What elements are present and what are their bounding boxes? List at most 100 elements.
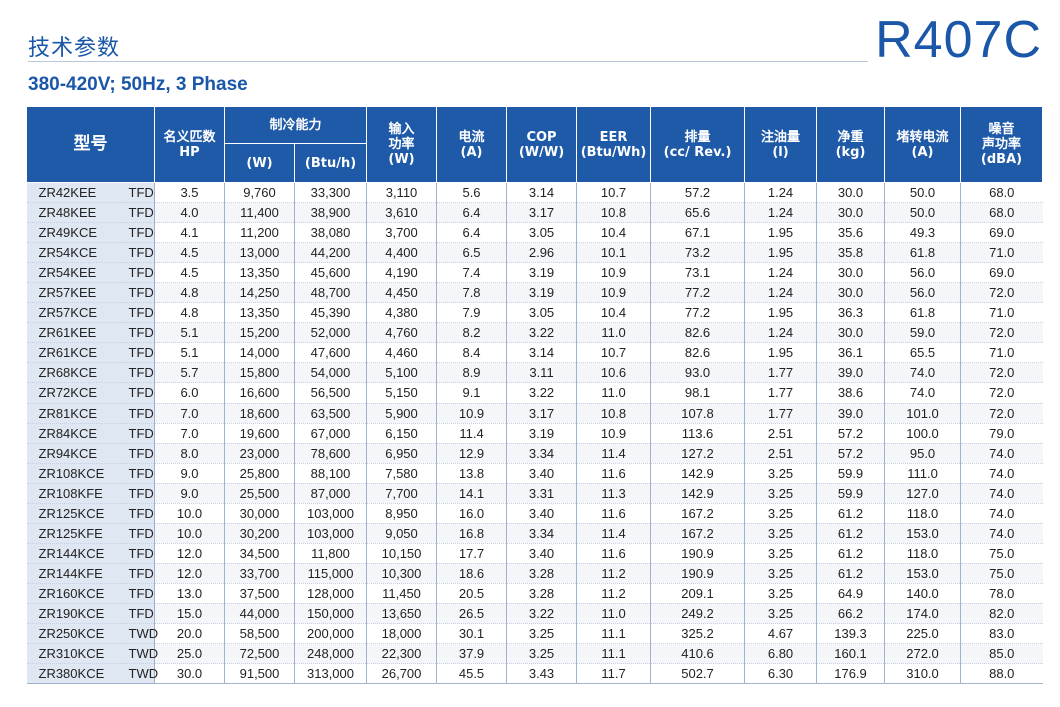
cell-suffix: TFD bbox=[122, 483, 155, 504]
table-row: ZR57KCE TFD 4.8 13,350 45,390 4,380 7.9 3.05 10.… bbox=[26, 302, 1043, 324]
cell-capacity-w: 9,760 bbox=[224, 182, 295, 204]
cell-displacement: 190.9 bbox=[650, 543, 745, 564]
cell-lra: 56.0 bbox=[884, 262, 961, 284]
cell-net-weight: 57.2 bbox=[816, 443, 885, 464]
cell-input-power: 7,580 bbox=[366, 463, 437, 484]
cell-hp: 8.0 bbox=[154, 443, 225, 464]
cell-displacement: 190.9 bbox=[650, 563, 745, 584]
table-row: ZR94KCE TFD 8.0 23,000 78,600 6,950 12.9 3.34 11… bbox=[26, 443, 1043, 464]
cell-current: 8.4 bbox=[436, 342, 507, 364]
cell-suffix: TFD bbox=[122, 382, 155, 404]
cell-eer: 11.4 bbox=[576, 443, 651, 464]
cell-cop: 2.96 bbox=[506, 242, 577, 264]
cell-capacity-w: 91,500 bbox=[224, 663, 295, 685]
cell-hp: 6.0 bbox=[154, 382, 225, 404]
cell-input-power: 5,900 bbox=[366, 403, 437, 424]
cell-lra: 49.3 bbox=[884, 222, 961, 244]
cell-suffix: TFD bbox=[122, 423, 155, 444]
column-header-displacement: 排量 (cc/ Rev.) bbox=[650, 106, 746, 183]
cell-noise: 82.0 bbox=[960, 603, 1043, 625]
cell-displacement: 73.2 bbox=[650, 242, 745, 264]
cell-lra: 59.0 bbox=[884, 322, 961, 344]
cell-displacement: 82.6 bbox=[650, 322, 745, 344]
cell-net-weight: 61.2 bbox=[816, 563, 885, 584]
cell-oil-charge: 1.95 bbox=[744, 242, 817, 264]
cell-current: 30.1 bbox=[436, 623, 507, 645]
cell-model: ZR310KCE bbox=[26, 643, 123, 665]
cell-input-power: 18,000 bbox=[366, 623, 437, 645]
cell-capacity-btu: 128,000 bbox=[293, 583, 367, 604]
cell-suffix: TFD bbox=[122, 403, 155, 424]
cell-capacity-w: 15,800 bbox=[224, 362, 295, 384]
cell-capacity-btu: 88,100 bbox=[293, 463, 367, 484]
cell-suffix: TFD bbox=[122, 443, 155, 464]
cell-oil-charge: 1.24 bbox=[744, 282, 817, 304]
cell-suffix: TFD bbox=[122, 182, 155, 204]
cell-displacement: 77.2 bbox=[650, 302, 745, 324]
cell-noise: 75.0 bbox=[960, 563, 1043, 584]
cell-capacity-w: 19,600 bbox=[224, 423, 295, 444]
cell-displacement: 98.1 bbox=[650, 382, 745, 404]
column-header-noise: 噪音 声功率 (dBA) bbox=[960, 106, 1044, 183]
cell-model: ZR160KCE bbox=[26, 583, 123, 604]
cell-noise: 68.0 bbox=[960, 202, 1043, 224]
cell-cop: 3.40 bbox=[506, 503, 577, 524]
table-row: ZR108KCE TFD 9.0 25,800 88,100 7,580 13.8 3.40 1… bbox=[26, 463, 1043, 484]
cell-lra: 140.0 bbox=[884, 583, 961, 604]
cell-lra: 61.8 bbox=[884, 302, 961, 324]
cell-capacity-btu: 103,000 bbox=[293, 503, 367, 524]
cell-current: 7.9 bbox=[436, 302, 507, 324]
cell-capacity-btu: 52,000 bbox=[293, 322, 367, 344]
cell-net-weight: 39.0 bbox=[816, 362, 885, 384]
cell-current: 17.7 bbox=[436, 543, 507, 564]
cell-net-weight: 30.0 bbox=[816, 322, 885, 344]
table-row: ZR190KCE TFD 15.0 44,000 150,000 13,650 26.5 3.… bbox=[26, 603, 1043, 625]
cell-input-power: 8,950 bbox=[366, 503, 437, 524]
cell-capacity-btu: 78,600 bbox=[293, 443, 367, 464]
cell-net-weight: 139.3 bbox=[816, 623, 885, 645]
cell-oil-charge: 1.24 bbox=[744, 202, 817, 224]
cell-hp: 5.1 bbox=[154, 322, 225, 344]
cell-net-weight: 59.9 bbox=[816, 483, 885, 504]
column-header-capacity: 制冷能力 bbox=[223, 106, 368, 144]
cell-net-weight: 36.3 bbox=[816, 302, 885, 324]
cell-current: 11.4 bbox=[436, 423, 507, 444]
cell-lra: 95.0 bbox=[884, 443, 961, 464]
cell-lra: 111.0 bbox=[884, 463, 961, 484]
cell-suffix: TFD bbox=[122, 563, 155, 584]
cell-model: ZR125KFE bbox=[26, 523, 123, 544]
cell-capacity-w: 15,200 bbox=[224, 322, 295, 344]
cell-net-weight: 36.1 bbox=[816, 342, 885, 364]
column-header-oil-charge: 注油量 (l) bbox=[744, 106, 818, 183]
cell-current: 45.5 bbox=[436, 663, 507, 685]
table-row: ZR68KCE TFD 5.7 15,800 54,000 5,100 8.9 3.11 10.… bbox=[26, 362, 1043, 384]
cell-suffix: TWD bbox=[122, 663, 158, 685]
cell-capacity-w: 11,400 bbox=[224, 202, 295, 224]
cell-hp: 4.5 bbox=[154, 262, 225, 284]
table-row: ZR61KCE TFD 5.1 14,000 47,600 4,460 8.4 3.14 10.… bbox=[26, 342, 1043, 364]
cell-displacement: 113.6 bbox=[650, 423, 745, 444]
cell-model: ZR49KCE bbox=[26, 222, 123, 244]
cell-suffix: TWD bbox=[122, 623, 158, 645]
cell-oil-charge: 3.25 bbox=[744, 503, 817, 524]
cell-current: 6.4 bbox=[436, 222, 507, 244]
cell-hp: 15.0 bbox=[154, 603, 225, 625]
cell-noise: 69.0 bbox=[960, 222, 1043, 244]
cell-hp: 4.5 bbox=[154, 242, 225, 264]
cell-oil-charge: 6.30 bbox=[744, 663, 817, 685]
cell-input-power: 9,050 bbox=[366, 523, 437, 544]
cell-current: 6.5 bbox=[436, 242, 507, 264]
cell-noise: 74.0 bbox=[960, 483, 1043, 504]
cell-displacement: 142.9 bbox=[650, 483, 745, 504]
cell-displacement: 249.2 bbox=[650, 603, 745, 625]
cell-hp: 3.5 bbox=[154, 182, 225, 204]
cell-lra: 74.0 bbox=[884, 382, 961, 404]
cell-displacement: 73.1 bbox=[650, 262, 745, 284]
cell-model: ZR81KCE bbox=[26, 403, 123, 424]
cell-hp: 5.7 bbox=[154, 362, 225, 384]
cell-hp: 30.0 bbox=[154, 663, 225, 685]
cell-eer: 11.7 bbox=[576, 663, 651, 685]
cell-cop: 3.11 bbox=[506, 362, 577, 384]
cell-capacity-w: 44,000 bbox=[224, 603, 295, 625]
cell-cop: 3.19 bbox=[506, 423, 577, 444]
